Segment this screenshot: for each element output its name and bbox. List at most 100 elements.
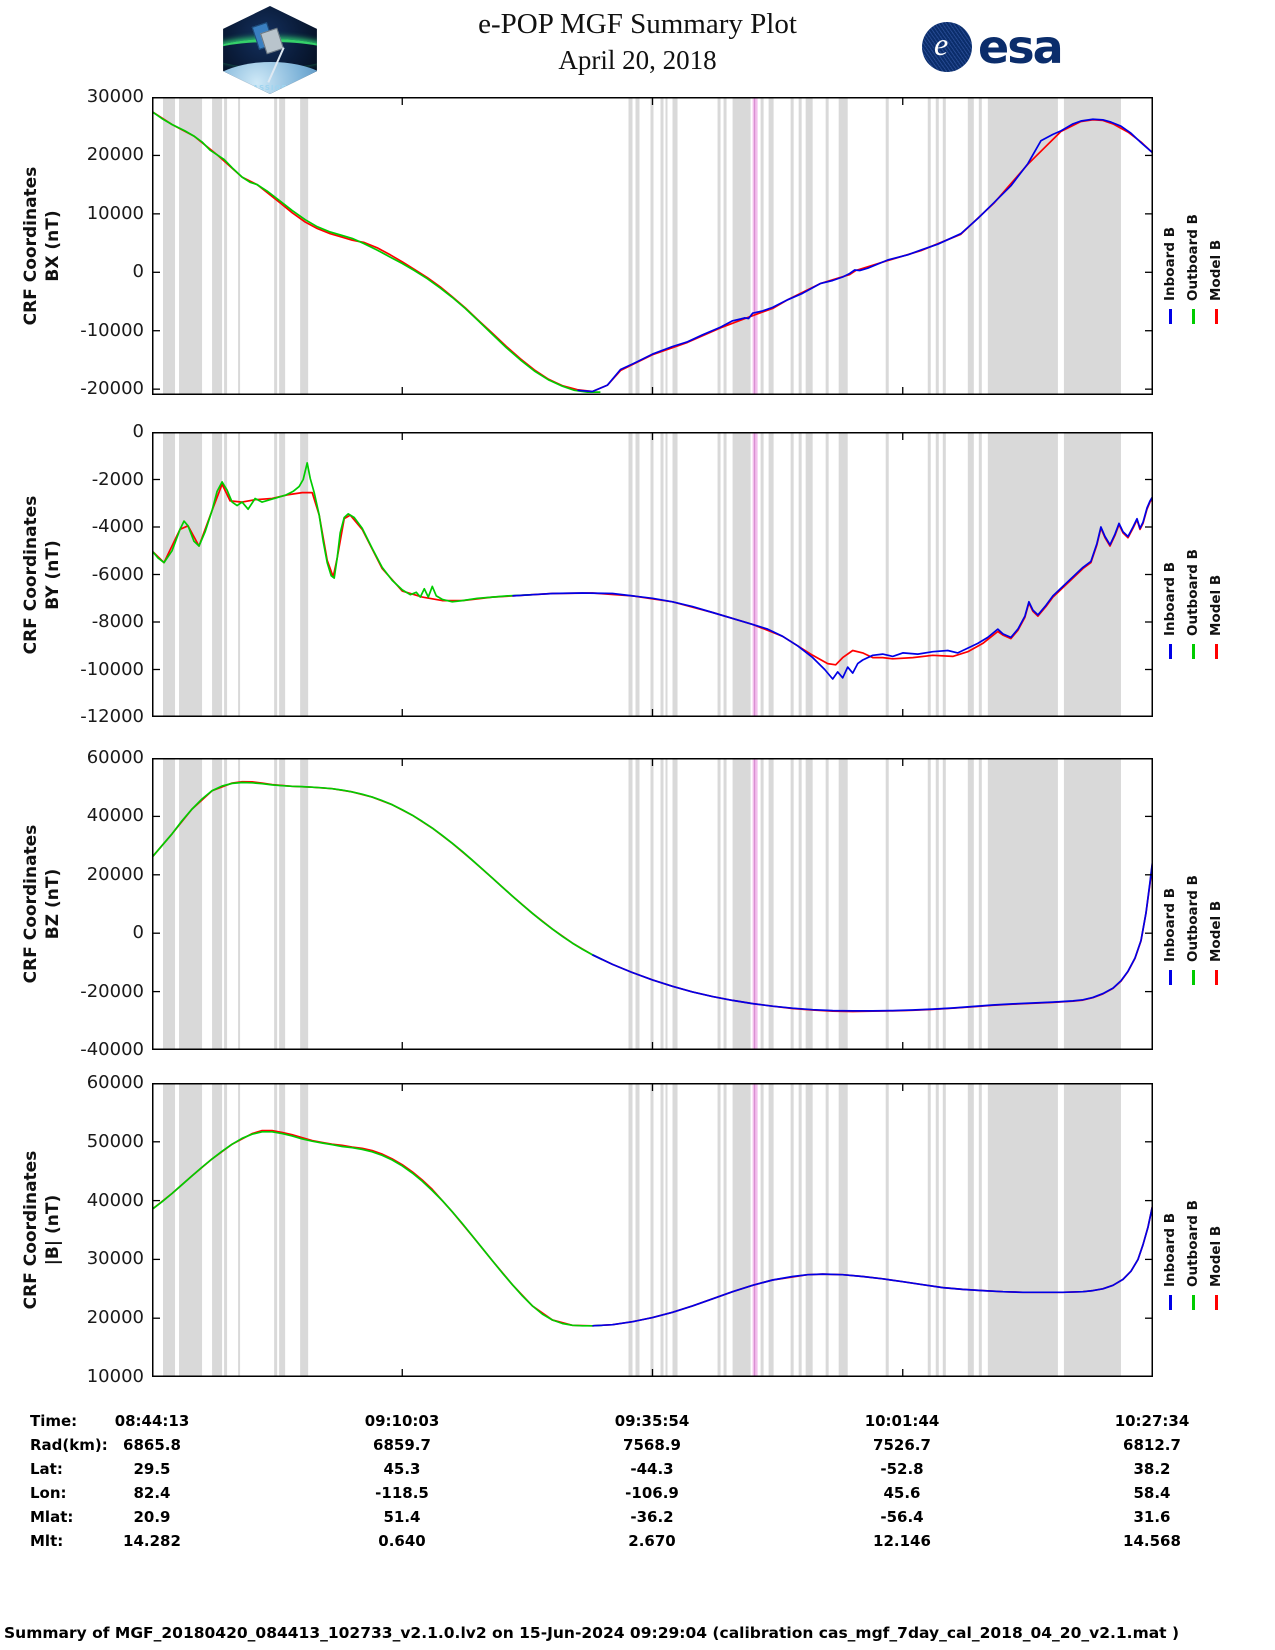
- legend-label-model-b: Model B: [1208, 239, 1224, 301]
- y-tick-label: 30000: [86, 86, 144, 107]
- table-cell: 14.282: [123, 1532, 181, 1550]
- table-cell: 45.3: [383, 1460, 421, 1478]
- legend-tick-inboard-b: [1169, 309, 1172, 324]
- table-cell: 10:01:44: [864, 1412, 940, 1430]
- table-row-label-mlt: Mlt:: [30, 1532, 64, 1550]
- axis-label-line: |B| (nT): [43, 1194, 63, 1266]
- y-tick-label: -2000: [91, 468, 144, 490]
- y-tick-label: -20000: [80, 378, 144, 400]
- table-cell: 58.4: [1133, 1484, 1171, 1502]
- legend-label-model-b: Model B: [1208, 900, 1224, 962]
- table-row-label-mlat: Mlat:: [30, 1508, 74, 1526]
- legend-tick-inboard-b: [1169, 970, 1172, 985]
- table-cell: 6865.8: [123, 1436, 181, 1454]
- table-cell: -44.3: [630, 1460, 674, 1478]
- y-tick-label: 20000: [86, 1307, 144, 1329]
- series-inboard-b: [512, 495, 1153, 680]
- y-tick-label: -4000: [91, 516, 144, 537]
- legend-label-inboard-b: Inboard B: [1162, 227, 1178, 301]
- legend-label-model-b: Model B: [1208, 1225, 1224, 1287]
- y-tick-label: -6000: [91, 563, 144, 585]
- y-tick-label: 10000: [86, 202, 144, 224]
- table-cell: 29.5: [133, 1460, 171, 1478]
- legend-tick-inboard-b: [1169, 644, 1172, 659]
- esa-disc-icon: [922, 22, 972, 72]
- table-cell: 31.6: [1133, 1508, 1171, 1526]
- legend-label-model-b: Model B: [1208, 574, 1224, 636]
- table-cell: -118.5: [375, 1484, 429, 1502]
- patch-label: CASSIOPE: [246, 84, 294, 92]
- legend-label-outboard-b: Outboard B: [1185, 214, 1201, 301]
- legend-tick-outboard-b: [1192, 644, 1195, 659]
- table-cell: 6859.7: [373, 1436, 431, 1454]
- axis-label-line: CRF Coordinates: [20, 1150, 41, 1310]
- table-cell: 10:27:34: [1114, 1412, 1190, 1430]
- series-outboard-b: [152, 781, 603, 961]
- legend-panel-3: Inboard B Outboard B Model B: [1162, 830, 1224, 962]
- table-row-label-lon: Lon:: [30, 1484, 67, 1502]
- series-inboard-b: [592, 857, 1153, 1012]
- table-cell: 7526.7: [873, 1436, 931, 1454]
- legend-tick-model-b: [1215, 309, 1218, 324]
- axis-label-absBabs: CRF Coordinates |B| (nT): [10, 1083, 74, 1377]
- esa-wordmark: esa: [978, 20, 1064, 74]
- y-tick-label: -40000: [80, 1039, 144, 1060]
- y-tick-label: -8000: [91, 611, 144, 632]
- table-cell: 51.4: [383, 1508, 421, 1526]
- table-cell: 82.4: [133, 1484, 171, 1502]
- title-block: e-POP MGF Summary Plot April 20, 2018: [0, 8, 1275, 76]
- legend-tick-model-b: [1215, 644, 1218, 659]
- axis-label-line: BZ (nT): [43, 868, 63, 940]
- y-tick-label: 0: [132, 421, 144, 442]
- y-tick-label: -10000: [80, 319, 144, 341]
- series-inboard-b: [577, 118, 1153, 393]
- legend-tick-inboard-b: [1169, 1295, 1172, 1310]
- legend-tick-outboard-b: [1192, 970, 1195, 985]
- table-cell: 20.9: [133, 1508, 171, 1526]
- table-cell: -36.2: [630, 1508, 674, 1526]
- y-tick-label: 30000: [86, 1248, 144, 1270]
- y-tick-label: 0: [132, 261, 144, 283]
- table-row-label-lat: Lat:: [30, 1460, 63, 1478]
- axis-label-text: CRF Coordinates BX (nT): [20, 167, 64, 326]
- footer-summary-text: Summary of MGF_20180420_084413_102733_v2…: [4, 1624, 1180, 1642]
- y-tick-label: 40000: [86, 805, 144, 827]
- legend-label-inboard-b: Inboard B: [1162, 888, 1178, 962]
- table-cell: 09:35:54: [614, 1412, 690, 1430]
- series-outboard-b: [152, 1130, 603, 1327]
- axis-label-text: CRF Coordinates BY (nT): [20, 495, 64, 654]
- axis-label-text: CRF Coordinates |B| (nT): [20, 1151, 64, 1310]
- legend-panel-2: Inboard B Outboard B Model B: [1162, 504, 1224, 636]
- legend-tick-outboard-b: [1192, 309, 1195, 324]
- page-title: e-POP MGF Summary Plot: [478, 8, 797, 40]
- y-tick-label: 0: [132, 922, 144, 944]
- series-outboard-b: [152, 110, 601, 393]
- legend-label-inboard-b: Inboard B: [1162, 1213, 1178, 1287]
- table-cell: 45.6: [883, 1484, 921, 1502]
- table-cell: 09:10:03: [364, 1412, 440, 1430]
- y-tick-label: 60000: [86, 1072, 144, 1093]
- plot-panel-BZ: [152, 758, 1153, 1050]
- page-subtitle-date: April 20, 2018: [558, 45, 717, 75]
- table-cell: 6812.7: [1123, 1436, 1181, 1454]
- table-cell: 0.640: [378, 1532, 426, 1550]
- esa-logo-icon: e esa: [922, 20, 1064, 74]
- axis-label-line: BY (nT): [43, 539, 63, 610]
- axis-label-text: CRF Coordinates BZ (nT): [20, 825, 64, 984]
- axis-label-BY: CRF Coordinates BY (nT): [10, 432, 74, 717]
- plot-panel-BY: [152, 432, 1153, 717]
- table-cell: 7568.9: [623, 1436, 681, 1454]
- axis-label-line: CRF Coordinates: [20, 166, 41, 326]
- legend-tick-model-b: [1215, 970, 1218, 985]
- table-row-label-radkm: Rad(km):: [30, 1436, 108, 1454]
- legend-panel-4: Inboard B Outboard B Model B: [1162, 1155, 1224, 1287]
- y-tick-label: -10000: [80, 658, 144, 680]
- legend-label-outboard-b: Outboard B: [1185, 1200, 1201, 1287]
- y-tick-label: 20000: [86, 863, 144, 885]
- table-cell: -106.9: [625, 1484, 679, 1502]
- legend-tick-outboard-b: [1192, 1295, 1195, 1310]
- y-tick-label: 40000: [86, 1189, 144, 1211]
- table-cell: -56.4: [880, 1508, 924, 1526]
- plot-panel-absBabs: [152, 1083, 1153, 1377]
